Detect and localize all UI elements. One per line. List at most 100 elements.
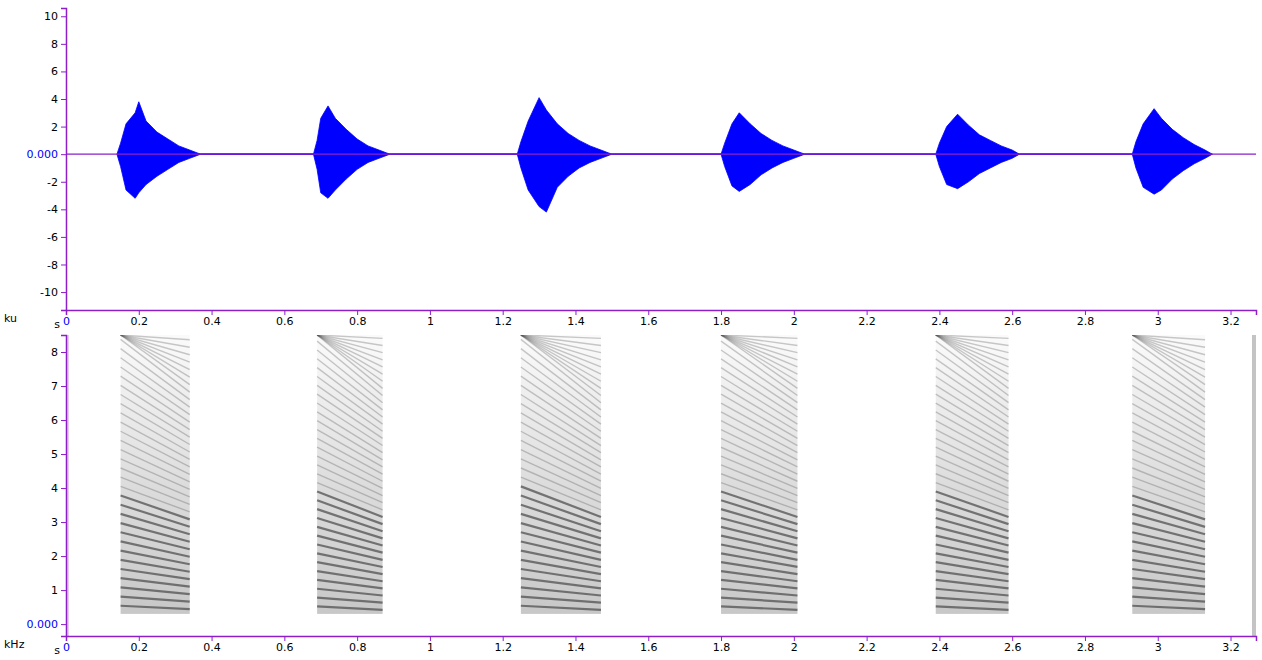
harmonic (721, 447, 797, 481)
x-tick-label: 1.8 (713, 315, 731, 328)
panel: 0.0001234567800.20.40.60.811.21.41.61.82… (4, 335, 1257, 657)
harmonic (1132, 335, 1205, 362)
harmonic (721, 335, 797, 374)
y-tick-label: 10 (44, 10, 58, 23)
x-tick: 0.2 (131, 310, 149, 328)
harmonic (721, 335, 797, 367)
harmonic (721, 553, 797, 567)
harmonic (317, 438, 383, 474)
y-tick-label: 0.000 (27, 148, 59, 161)
y-tick-mark (61, 264, 66, 265)
harmonic (317, 598, 383, 603)
harmonic (521, 560, 601, 574)
call-energy (317, 335, 383, 614)
call-energy (521, 335, 601, 614)
harmonic (521, 335, 601, 353)
x-tick-label: 2.4 (931, 641, 949, 654)
x-tick-label: 0.8 (349, 641, 367, 654)
harmonic (1132, 335, 1205, 340)
x-tick: 3.2 (1222, 310, 1240, 328)
harmonic (936, 421, 1009, 460)
harmonic (317, 359, 383, 410)
call (121, 335, 190, 614)
harmonic (121, 459, 190, 490)
harmonic (936, 598, 1009, 603)
y-tick: 4 (51, 93, 66, 106)
y-tick-label: 1 (51, 584, 58, 597)
y-tick-mark (61, 352, 66, 353)
call-energy (721, 335, 797, 614)
x-tick-label: 2.6 (1004, 315, 1022, 328)
harmonic (521, 335, 601, 381)
harmonic (521, 335, 601, 338)
harmonic (317, 335, 383, 338)
y-tick: 2 (51, 550, 66, 563)
x-tick: 3 (1155, 636, 1162, 654)
x-tick-label: 2.2 (858, 641, 876, 654)
harmonic (1132, 335, 1205, 355)
y-tick-label: -2 (47, 176, 58, 189)
harmonic (721, 474, 797, 503)
y-tick-label: 6 (51, 414, 58, 427)
harmonic (1132, 578, 1205, 587)
harmonic (121, 404, 190, 445)
x-tick: 0 (63, 310, 70, 328)
y-tick: 5 (51, 448, 66, 461)
harmonic (936, 430, 1009, 467)
harmonic (521, 468, 601, 503)
harmonic (721, 580, 797, 589)
y-tick: 8 (51, 38, 66, 51)
harmonic (721, 545, 797, 560)
x-tick: 0.4 (203, 310, 221, 328)
x-tick-label: 0 (63, 641, 70, 654)
harmonic (521, 551, 601, 567)
figure: -10-8-6-4-20.00024681000.20.40.60.811.21… (0, 0, 1262, 660)
harmonic (1132, 404, 1205, 445)
y-tick-mark (61, 154, 66, 155)
x-unit-label: s (54, 318, 60, 331)
harmonic (936, 335, 1009, 353)
harmonic (936, 335, 1009, 360)
y-tick-mark (61, 44, 66, 45)
y-tick-mark (61, 590, 66, 591)
harmonic (121, 477, 190, 504)
x-tick-label: 2 (791, 641, 798, 654)
x-tick: 0.8 (349, 310, 367, 328)
harmonic (521, 335, 601, 388)
harmonic (121, 431, 190, 467)
harmonic (317, 474, 383, 503)
y-tick: 8 (51, 346, 66, 359)
y-tick-label: -8 (47, 259, 58, 272)
harmonic (1132, 587, 1205, 594)
harmonic (936, 536, 1009, 553)
x-tick: 1.6 (640, 310, 658, 328)
y-tick: 1 (51, 584, 66, 597)
harmonic (721, 335, 797, 360)
call (1132, 335, 1205, 614)
x-tick-label: 0 (63, 315, 70, 328)
x-tick-label: 3 (1155, 315, 1162, 328)
x-tick: 0.8 (349, 636, 367, 654)
harmonic (521, 335, 601, 396)
y-tick: 7 (51, 380, 66, 393)
y-tick-mark (61, 386, 66, 387)
harmonic (1132, 335, 1205, 370)
harmonic (721, 606, 797, 609)
y-tick-mark (61, 420, 66, 421)
waveform-envelope (117, 98, 1212, 155)
y-tick: -6 (47, 231, 66, 244)
harmonic (721, 430, 797, 467)
y-tick-label: -6 (47, 231, 58, 244)
x-tick-label: 1.4 (567, 641, 585, 654)
x-axis: 00.20.40.60.811.21.41.61.822.22.42.62.83… (63, 310, 1257, 328)
y-tick: 6 (51, 65, 66, 78)
y-tick-label: 2 (51, 121, 58, 134)
harmonic (936, 438, 1009, 474)
harmonic (936, 580, 1009, 589)
y-tick-label: 4 (51, 93, 58, 106)
y-tick-label: 4 (51, 482, 58, 495)
x-unit-label: s (54, 644, 60, 657)
y-tick-label: -10 (40, 286, 58, 299)
harmonic (521, 450, 601, 489)
harmonic (317, 421, 383, 460)
